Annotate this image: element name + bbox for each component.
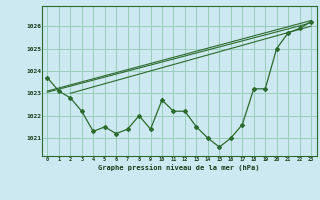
X-axis label: Graphe pression niveau de la mer (hPa): Graphe pression niveau de la mer (hPa) xyxy=(99,164,260,171)
